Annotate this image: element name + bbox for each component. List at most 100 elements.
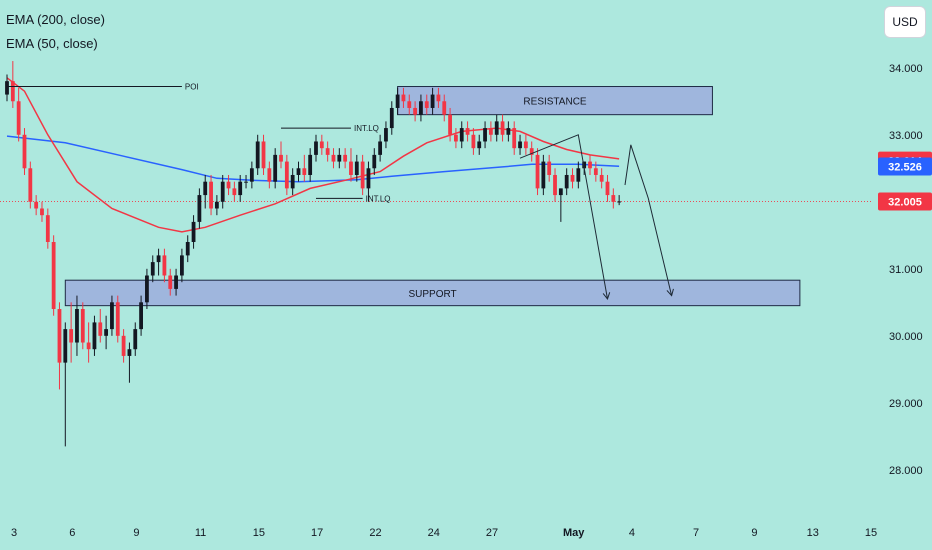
candle	[384, 121, 388, 149]
currency-button[interactable]: USD	[884, 6, 926, 38]
candle-body	[349, 161, 353, 175]
price-badge: 32.526	[878, 157, 932, 176]
candle	[22, 128, 27, 175]
y-tick-label: 30.000	[889, 331, 923, 343]
y-tick-label: 31.000	[889, 264, 923, 276]
candle	[174, 268, 178, 296]
candle	[576, 161, 581, 189]
candle	[617, 195, 622, 206]
y-tick-label: 33.000	[889, 130, 923, 142]
candle	[331, 148, 336, 169]
candle	[244, 174, 248, 189]
candle-body	[249, 168, 254, 182]
candle	[86, 322, 91, 363]
candle-body	[104, 329, 109, 336]
candle	[523, 134, 528, 155]
candle	[104, 315, 109, 350]
candle-body	[337, 154, 342, 162]
candle	[261, 134, 266, 175]
price-badge-label: 32.005	[888, 196, 922, 208]
candle	[40, 201, 44, 222]
candle-body	[617, 201, 622, 203]
candle	[366, 161, 371, 202]
candle	[226, 174, 231, 196]
candle-body	[156, 255, 161, 263]
candle	[378, 134, 383, 162]
candle	[319, 134, 324, 155]
candle-body	[214, 201, 219, 209]
candle-body	[273, 154, 278, 182]
candle	[593, 161, 598, 182]
candle-body	[354, 161, 359, 175]
candle-body	[209, 181, 213, 209]
x-tick-label: 15	[865, 527, 877, 539]
candle	[75, 295, 79, 356]
candle-body	[500, 121, 505, 135]
candle	[308, 148, 313, 182]
candle	[232, 181, 237, 202]
candle-body	[593, 168, 598, 175]
candle-body	[244, 181, 248, 183]
candle	[518, 134, 522, 155]
candle	[115, 295, 120, 343]
candle	[145, 268, 149, 310]
candle	[488, 121, 493, 142]
candle	[553, 168, 557, 202]
candle	[448, 107, 452, 142]
candle-body	[325, 148, 330, 155]
candle	[279, 141, 283, 169]
candle-body	[419, 101, 423, 115]
candle-body	[203, 181, 208, 196]
candle	[506, 121, 511, 142]
candle-body	[494, 121, 499, 135]
candle-body	[401, 94, 406, 102]
y-tick-label: 28.000	[889, 465, 923, 477]
candle-body	[296, 168, 301, 175]
candle-body	[413, 107, 417, 115]
y-tick-label: 29.000	[889, 398, 923, 410]
candle	[5, 74, 9, 102]
candle	[436, 87, 441, 108]
candle	[185, 235, 190, 263]
candle	[110, 295, 114, 336]
candle-body	[121, 335, 126, 356]
candle	[284, 154, 289, 196]
candle-body	[40, 208, 44, 216]
candle-body	[407, 101, 412, 108]
candle	[547, 154, 552, 182]
candle	[10, 61, 15, 108]
candle-body	[523, 141, 528, 149]
candle	[92, 315, 97, 356]
candle	[121, 329, 126, 363]
candle	[424, 94, 429, 115]
projection-arrowhead	[666, 288, 674, 297]
level-label: INT.LQ	[354, 124, 379, 133]
candle	[180, 248, 184, 283]
candle	[477, 134, 482, 155]
candle	[454, 128, 458, 149]
candle	[465, 121, 470, 142]
candle	[471, 128, 476, 155]
x-tick-label: 7	[693, 527, 699, 539]
candle-body	[51, 241, 56, 310]
projection-arrowhead	[602, 292, 611, 300]
candle-body	[395, 94, 400, 108]
candle-body	[384, 128, 388, 142]
candle-body	[115, 302, 120, 336]
candle-body	[465, 128, 470, 135]
candle-body	[267, 168, 272, 182]
candle-body	[360, 161, 365, 189]
candle	[156, 248, 161, 276]
candle	[442, 94, 447, 122]
candle	[139, 295, 143, 336]
x-tick-label: 15	[253, 527, 265, 539]
candle	[34, 195, 39, 216]
candle-body	[69, 329, 74, 343]
candle-body	[34, 201, 39, 209]
candle	[45, 208, 50, 249]
candle-body	[57, 309, 62, 363]
x-tick-label: 3	[11, 527, 17, 539]
legend-ema50: EMA (50, close)	[6, 36, 98, 51]
